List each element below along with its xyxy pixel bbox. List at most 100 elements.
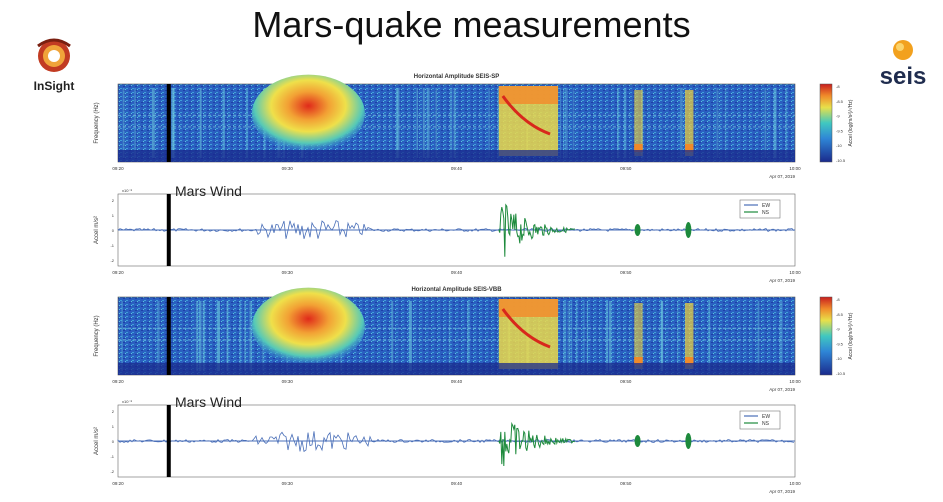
waveform-y-tick: 1 — [112, 213, 115, 218]
spectrogram-title: Horizontal Amplitude SEIS-SP — [414, 74, 499, 80]
waveform-y-tick: 0 — [112, 228, 115, 233]
x-date-label: Apr 07, 2019 — [769, 278, 795, 283]
spike-2-energy — [684, 90, 694, 156]
spike-1-peak — [634, 357, 643, 365]
spectrogram-striation — [450, 88, 453, 158]
spectrogram-striation — [583, 301, 585, 371]
spectrogram-striation — [122, 88, 125, 158]
colorbar — [819, 296, 833, 376]
spectrogram-striation — [453, 88, 456, 158]
spectrogram-striation — [173, 88, 175, 158]
spectrogram-striation — [227, 301, 229, 371]
spectrogram-striation — [171, 88, 175, 158]
spectrogram-striation — [757, 301, 760, 371]
spectrogram-striation — [246, 88, 248, 158]
spectrogram-striation — [779, 301, 783, 371]
x-tick-label: 09:30 — [282, 481, 294, 486]
spectrogram-striation — [609, 301, 612, 371]
legend-label-ns: NS — [762, 421, 770, 427]
colorbar-tick-label: -10 — [836, 143, 843, 148]
ns-trace-spike-2 — [685, 433, 692, 449]
x-tick-label: 09:30 — [282, 379, 294, 384]
x-tick-label: 09:50 — [620, 379, 632, 384]
waveform-y-tick: 0 — [112, 439, 115, 444]
colorbar-tick-label: -10.5 — [836, 158, 846, 163]
ns-trace-spike-1 — [634, 224, 641, 236]
spectrogram-striation — [391, 301, 394, 371]
spectrogram-striation — [409, 301, 413, 371]
spectrogram-striation — [448, 301, 451, 371]
waveform-y-scale: x10⁻⁸ — [122, 188, 133, 193]
x-tick-label: 10:00 — [789, 166, 801, 171]
spectrogram-background — [117, 83, 796, 163]
waveform-y-tick: 2 — [112, 198, 115, 203]
x-tick-label: 09:50 — [620, 166, 632, 171]
ns-trace-quake-burst — [498, 203, 575, 257]
x-tick-label: 09:20 — [112, 481, 124, 486]
mars-quake-dispersion-curve — [501, 95, 551, 136]
ns-trace-spike-2 — [685, 222, 692, 238]
spectrogram-striation — [565, 88, 568, 158]
colorbar-axis-label: Accel (log(m/s²)/√Hz) — [847, 312, 854, 359]
insight-logo-text: InSight — [34, 79, 75, 93]
chart-panel-1: Horizontal Amplitude SEIS-SP -8 -8.5 -9 -9.5… — [94, 74, 854, 179]
spectrogram-striation — [606, 301, 608, 371]
colorbar-tick-label: -9 — [836, 327, 840, 332]
spike-1-energy — [634, 303, 643, 369]
spectrogram-striation — [488, 88, 491, 158]
legend-label-ew: EW — [762, 203, 770, 209]
spectrogram-striation — [249, 301, 253, 371]
spectrogram-striation — [157, 301, 160, 371]
spike-2-energy — [684, 303, 694, 369]
waveform-y-tick: -2 — [110, 469, 114, 474]
chart-panel-3: Horizontal Amplitude SEIS-VBB -8 -8.5 -9 -9.… — [94, 287, 854, 392]
x-tick-label: 09:30 — [282, 270, 294, 275]
spectrogram-striation — [435, 88, 437, 158]
colorbar-tick-label: -9 — [836, 114, 840, 119]
slide-title: Mars-quake measurements — [252, 4, 691, 45]
event-marker-line — [166, 194, 171, 266]
spectrogram-striation — [497, 88, 500, 158]
mars-quake-peak — [498, 86, 559, 104]
mars-quake-peak — [498, 299, 559, 317]
x-tick-label: 09:40 — [451, 166, 463, 171]
event-marker-line — [166, 297, 171, 375]
waveform-y-label: Accel m/s² — [94, 427, 100, 455]
event-marker-line — [166, 405, 171, 477]
spectrogram-striation — [785, 88, 788, 158]
ew-trace-line — [117, 220, 795, 239]
spectrogram-striation — [466, 301, 470, 371]
spectrogram-striation — [426, 88, 430, 158]
spectrogram-title: Horizontal Amplitude SEIS-VBB — [411, 287, 502, 293]
spectrogram-striation — [226, 301, 228, 371]
x-tick-label: 09:20 — [112, 270, 124, 275]
spectrogram-striation — [680, 88, 684, 158]
ns-trace-spike-1 — [634, 435, 641, 447]
spectrogram-striation — [217, 301, 220, 371]
spike-2-peak — [684, 357, 694, 365]
colorbar-tick-label: -8.5 — [836, 99, 844, 104]
waveform-y-tick: -1 — [110, 454, 114, 459]
x-tick-label: 09:40 — [451, 379, 463, 384]
spectrogram-striation — [199, 88, 202, 158]
spectrogram-striation — [171, 88, 174, 158]
spectrogram-striation — [571, 301, 573, 371]
low-frequency-band — [118, 363, 795, 375]
spectrogram-striation — [244, 301, 247, 371]
colorbar-axis-label: Accel (log(m/s²)/√Hz) — [847, 99, 854, 146]
colorbar-tick-label: -10.5 — [836, 371, 846, 376]
event-marker-line — [166, 84, 171, 162]
colorbar — [819, 83, 833, 163]
spectrogram-striation — [764, 88, 767, 158]
colorbar-tick-label: -8 — [836, 84, 840, 89]
x-tick-label: 09:40 — [451, 270, 463, 275]
spectrogram-striation — [660, 301, 663, 371]
spectrogram-striation — [572, 88, 575, 158]
spectrogram-striation — [563, 88, 565, 158]
x-tick-label: 09:50 — [620, 270, 632, 275]
legend-label-ns: NS — [762, 210, 770, 216]
spectrogram-striation — [576, 301, 578, 371]
spike-2-peak — [684, 144, 694, 152]
